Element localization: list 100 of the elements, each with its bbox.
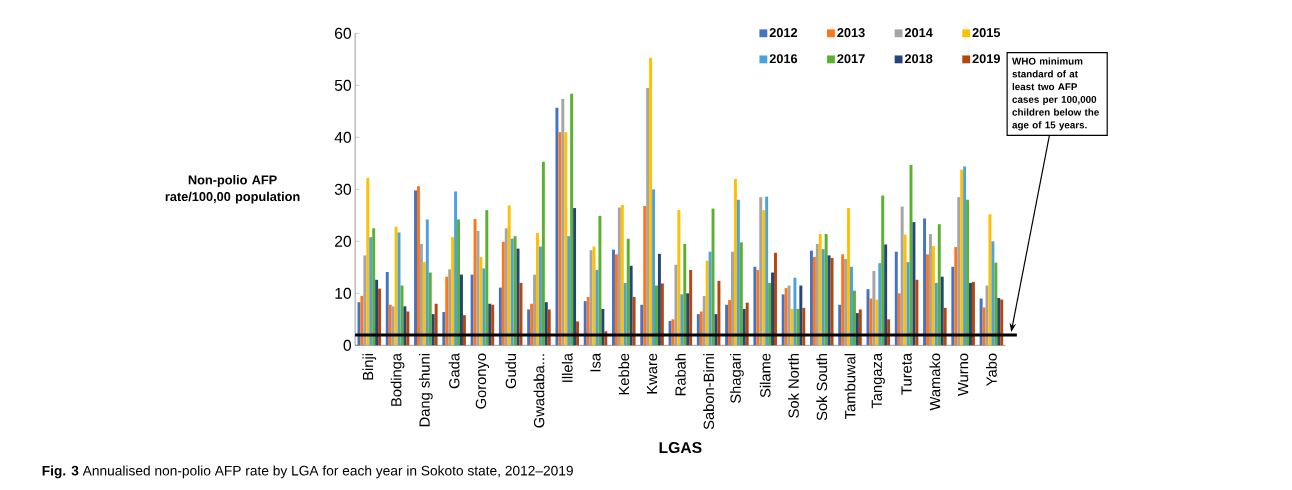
- bar: [878, 263, 882, 346]
- bar: [586, 297, 590, 346]
- x-tick-label: Bodinga: [390, 353, 405, 407]
- bar: [759, 197, 763, 346]
- bar: [460, 274, 463, 346]
- bar: [894, 251, 898, 346]
- bar: [626, 238, 630, 346]
- bar: [824, 234, 828, 346]
- bar: [530, 303, 534, 346]
- bar: [711, 208, 715, 346]
- bar: [991, 241, 995, 346]
- bar: [940, 276, 944, 346]
- bar: [623, 283, 627, 346]
- bar: [781, 294, 785, 346]
- bar: [928, 234, 932, 346]
- x-tick-label: Yabo: [986, 353, 997, 387]
- bar: [470, 274, 474, 346]
- bar: [951, 267, 955, 346]
- bar: [815, 244, 819, 346]
- bar: [739, 242, 743, 346]
- bar: [897, 293, 901, 346]
- bar: [414, 190, 417, 346]
- bar: [838, 305, 842, 346]
- bar: [583, 301, 587, 346]
- ref-line-label: WHO minimum standard of at least two AFP cases per 100,000 children below the age of 15 years.: [1012, 57, 1099, 131]
- bar: [504, 228, 508, 346]
- x-tick-label: Silame: [759, 353, 771, 398]
- bar: [544, 302, 548, 346]
- bar: [485, 210, 489, 346]
- bar: [378, 288, 382, 346]
- bar: [988, 214, 992, 346]
- bar: [655, 285, 658, 346]
- legend-label: 2017: [837, 54, 865, 64]
- bar: [731, 251, 734, 346]
- x-tick-label: Sabon-Birni: [703, 354, 715, 430]
- bar: [852, 290, 856, 346]
- bar: [982, 307, 986, 346]
- bar: [657, 254, 661, 346]
- bar: [649, 58, 653, 346]
- bar: [912, 222, 916, 346]
- bar: [558, 132, 562, 346]
- bar: [812, 257, 816, 346]
- bar: [884, 244, 888, 346]
- bar: [903, 234, 907, 346]
- bar: [847, 208, 851, 346]
- x-tick-label: Dang shuni: [418, 354, 433, 427]
- bar: [708, 251, 712, 346]
- bar: [858, 309, 862, 346]
- bar: [742, 309, 746, 346]
- bar: [589, 250, 593, 346]
- bar: [612, 249, 615, 346]
- bar: [900, 206, 904, 346]
- bar: [425, 219, 429, 346]
- bar: [516, 248, 520, 346]
- bar: [640, 305, 644, 346]
- bar: [979, 298, 983, 346]
- bar: [931, 246, 935, 346]
- legend-label: 2019: [972, 54, 1000, 64]
- bar: [799, 285, 803, 346]
- bar: [372, 228, 376, 346]
- bar: [954, 247, 958, 346]
- text: Fig. 3 Annualised non-polio AFP rate by LGA for each year in Sokoto state, 2012–2019: [42, 465, 573, 479]
- bar: [366, 178, 370, 346]
- bar: [363, 255, 367, 346]
- x-tick-label: Goronyo: [475, 353, 490, 409]
- x-tick-label: Tureta: [901, 353, 912, 395]
- y-tick-label: 30: [334, 184, 352, 196]
- bar: [943, 308, 947, 346]
- x-tick-label: Gada: [448, 353, 460, 389]
- bar: [765, 196, 769, 346]
- bar: [821, 249, 825, 346]
- bar: [567, 236, 571, 346]
- bar: [417, 186, 420, 346]
- bar: [454, 191, 458, 346]
- y-tick-label: 0: [343, 340, 352, 352]
- legend-label: 2016: [769, 54, 798, 64]
- bar: [507, 205, 511, 346]
- legend-label: 2014: [904, 28, 933, 38]
- bar: [445, 276, 449, 346]
- x-tick-label: Illela: [561, 353, 573, 383]
- x-tick-label: Shagari: [730, 354, 744, 404]
- bar: [431, 314, 435, 346]
- x-tick-label: Kebbe: [618, 353, 630, 395]
- legend-label: 2013: [837, 28, 865, 38]
- y-tick-label: 60: [335, 28, 352, 40]
- bar: [872, 271, 876, 346]
- bar: [906, 262, 910, 346]
- bar: [629, 266, 633, 346]
- bar: [762, 210, 766, 346]
- bar: [394, 227, 398, 346]
- bar: [601, 309, 605, 346]
- x-tick-label: Wurno: [958, 353, 969, 397]
- y-axis-title: Non-polio AFP rate/100,00 population: [165, 175, 300, 204]
- x-tick-label: Tambuwal: [844, 354, 856, 420]
- bar: [733, 179, 737, 346]
- bar: [793, 277, 797, 346]
- bar: [451, 237, 455, 346]
- bar: [442, 312, 446, 346]
- y-tick-label: 20: [334, 236, 352, 248]
- bar: [598, 216, 602, 346]
